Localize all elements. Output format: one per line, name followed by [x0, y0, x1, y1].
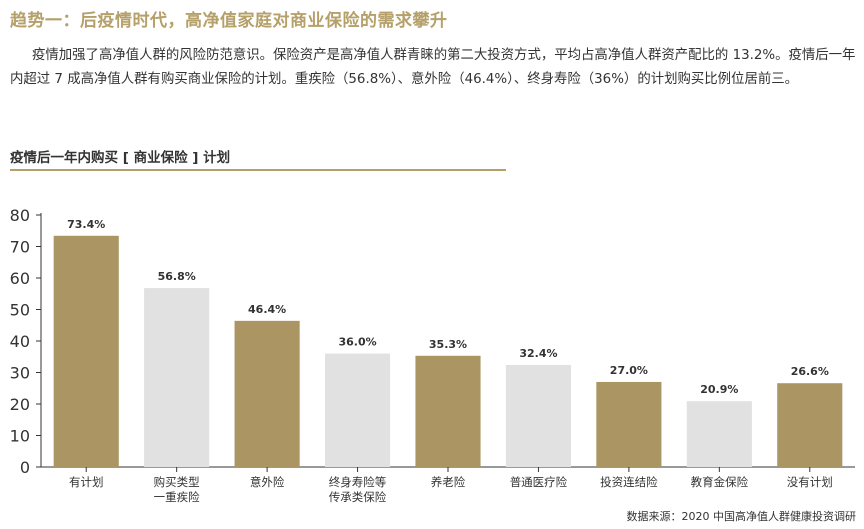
- bar: [234, 320, 300, 467]
- x-tick-label: 投资连结险: [600, 475, 658, 489]
- x-tick-label: 没有计划: [787, 475, 833, 489]
- bar: [777, 383, 843, 467]
- y-tick-label: 80: [10, 206, 30, 225]
- y-tick-label: 50: [10, 301, 30, 320]
- y-tick-label: 10: [10, 427, 30, 446]
- bar-value-label: 36.0%: [338, 336, 376, 349]
- bar: [144, 288, 210, 467]
- y-tick-label: 0: [20, 458, 30, 477]
- y-tick-label: 60: [10, 269, 30, 288]
- bar: [686, 401, 752, 467]
- bar-value-label: 26.6%: [791, 365, 829, 378]
- y-tick-label: 20: [10, 395, 30, 414]
- bar-value-label: 32.4%: [519, 347, 557, 360]
- bar-value-label: 35.3%: [429, 338, 467, 351]
- chart-subtitle: 疫情后一年内购买 [ 商业保险 ] 计划: [10, 150, 231, 166]
- bar-value-label: 73.4%: [67, 218, 105, 231]
- x-tick-label: 养老险: [431, 475, 466, 489]
- x-tick-label: 意外险: [250, 475, 285, 489]
- bar: [415, 355, 481, 467]
- x-tick-label: 普通医疗险: [510, 475, 568, 489]
- bar-value-label: 46.4%: [248, 303, 286, 316]
- x-tick-label: 终身寿险等传承类保险: [329, 475, 387, 504]
- subtitle-underline: [10, 169, 506, 171]
- bar-value-label: 56.8%: [158, 270, 196, 283]
- bar: [324, 353, 391, 467]
- y-tick-label: 40: [10, 332, 30, 351]
- x-tick-label: 教育金保险: [691, 475, 749, 489]
- y-tick-label: 70: [10, 238, 30, 257]
- data-source-note: 数据来源：2020 中国高净值人群健康投资调研: [626, 510, 857, 523]
- bar-value-label: 20.9%: [700, 383, 738, 396]
- y-tick-label: 30: [10, 364, 30, 383]
- bar-value-label: 27.0%: [610, 364, 648, 377]
- bar-chart: 0 10 20 30 40 50 60 70 80 73.4% 有计划 56.8% 购买类型一重疾险 46…: [10, 206, 855, 504]
- bar: [53, 235, 119, 467]
- x-tick-label: 有计划: [69, 475, 104, 489]
- intro-paragraph: 疫情加强了高净值人群的风险防范意识。保险资产是高净值人群青睐的第二大投资方式，平…: [10, 48, 856, 87]
- page-headline: 趋势一：后疫情时代，高净值家庭对商业保险的需求攀升: [10, 11, 448, 31]
- bar: [596, 381, 662, 467]
- bar: [505, 364, 572, 467]
- x-tick-label: 购买类型一重疾险: [154, 475, 200, 504]
